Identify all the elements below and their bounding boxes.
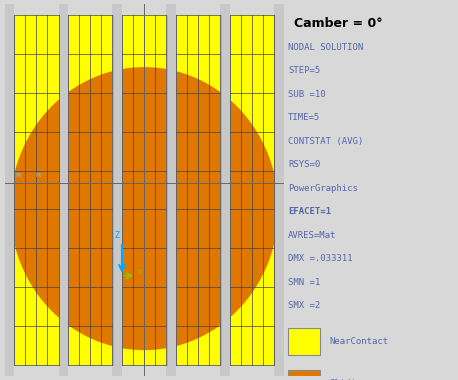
Bar — [289, 370, 321, 380]
Polygon shape — [230, 15, 274, 365]
Text: SUB =10: SUB =10 — [289, 90, 326, 99]
Polygon shape — [176, 15, 220, 365]
Polygon shape — [112, 4, 122, 376]
Text: NearContact: NearContact — [329, 337, 388, 346]
Text: MN: MN — [16, 173, 22, 178]
Text: Y: Y — [137, 269, 142, 275]
Text: MX: MX — [35, 173, 42, 178]
Text: SMN =1: SMN =1 — [289, 277, 321, 287]
Polygon shape — [68, 15, 112, 365]
Text: Camber = 0°: Camber = 0° — [294, 17, 382, 30]
Polygon shape — [14, 15, 59, 365]
Polygon shape — [166, 4, 176, 376]
Polygon shape — [220, 4, 230, 376]
Text: CONTSTAT (AVG): CONTSTAT (AVG) — [289, 137, 364, 146]
Text: SMX =2: SMX =2 — [289, 301, 321, 310]
Text: NODAL SOLUTION: NODAL SOLUTION — [289, 43, 364, 52]
Text: Sliding: Sliding — [329, 379, 367, 380]
Bar — [289, 328, 321, 355]
Text: AVRES=Mat: AVRES=Mat — [289, 231, 337, 240]
Polygon shape — [122, 15, 166, 365]
Text: RSYS=0: RSYS=0 — [289, 160, 321, 169]
Text: Z: Z — [115, 231, 120, 241]
Text: PowerGraphics: PowerGraphics — [289, 184, 358, 193]
Text: DMX =.033311: DMX =.033311 — [289, 254, 353, 263]
Text: STEP=5: STEP=5 — [289, 66, 321, 75]
Polygon shape — [274, 4, 284, 376]
Text: EFACET=1: EFACET=1 — [289, 207, 331, 216]
Polygon shape — [59, 4, 68, 376]
Polygon shape — [5, 4, 14, 376]
Text: TIME=5: TIME=5 — [289, 113, 321, 122]
Polygon shape — [10, 67, 278, 350]
